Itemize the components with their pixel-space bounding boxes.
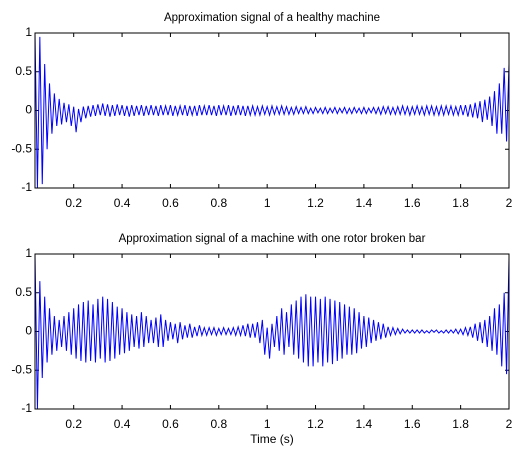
y-tick-label: 1 — [25, 246, 32, 260]
y-tick-label: -1 — [21, 180, 32, 194]
x-tick-label: 0.2 — [65, 417, 82, 431]
y-tick-label: 0 — [25, 324, 32, 338]
signal-line — [35, 253, 509, 410]
chart-title: Approximation signal of a healthy machin… — [164, 12, 380, 24]
x-tick-label: 0.2 — [65, 196, 82, 210]
x-tick-label: 2 — [506, 196, 512, 210]
x-tick-label: 1.4 — [356, 417, 373, 431]
x-tick-label: 1.2 — [307, 417, 324, 431]
x-tick-label: 0.4 — [114, 196, 131, 210]
x-tick-label: 0.8 — [210, 196, 227, 210]
subplot: Approximation signal of a machine with o… — [11, 233, 512, 446]
x-tick-label: 0.6 — [162, 196, 179, 210]
x-tick-label: 1 — [264, 196, 271, 210]
x-tick-label: 0.6 — [162, 417, 179, 431]
y-tick-label: -0.5 — [11, 141, 32, 155]
axes-box — [34, 32, 510, 189]
x-tick-label: 1 — [264, 417, 271, 431]
axes-box — [34, 253, 510, 410]
x-tick-label: 1.2 — [307, 196, 324, 210]
x-tick-label: 1.6 — [404, 417, 421, 431]
y-tick-label: 0.5 — [15, 64, 32, 78]
subplot: Approximation signal of a healthy machin… — [11, 12, 512, 210]
x-tick-label: 1.8 — [452, 417, 469, 431]
x-tick-label: 1.8 — [452, 196, 469, 210]
y-tick-label: -0.5 — [11, 362, 32, 376]
x-axis-label: Time (s) — [250, 432, 294, 446]
y-tick-label: -1 — [21, 401, 32, 415]
x-tick-label: 2 — [506, 417, 512, 431]
y-tick-label: 0 — [25, 103, 32, 117]
chart-title: Approximation signal of a machine with o… — [119, 233, 426, 245]
x-tick-label: 0.8 — [210, 417, 227, 431]
x-tick-label: 0.4 — [114, 417, 131, 431]
x-tick-label: 1.6 — [404, 196, 421, 210]
signal-line — [35, 32, 509, 189]
y-tick-label: 0.5 — [15, 285, 32, 299]
x-tick-label: 1.4 — [356, 196, 373, 210]
y-tick-label: 1 — [25, 25, 32, 39]
